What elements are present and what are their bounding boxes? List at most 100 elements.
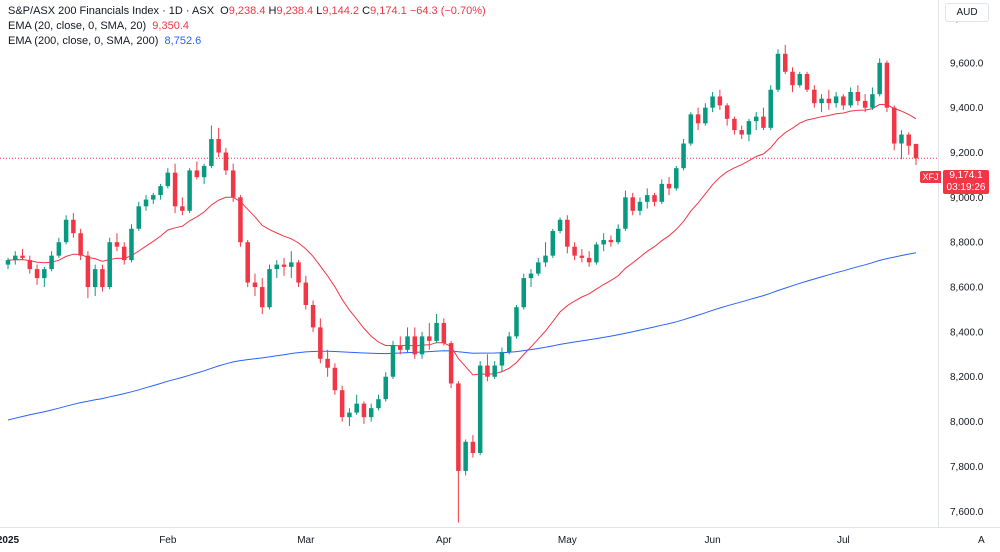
candle-body[interactable] xyxy=(172,172,178,207)
candle-body[interactable] xyxy=(56,242,62,256)
candle-body[interactable] xyxy=(354,403,359,413)
candle-body[interactable] xyxy=(412,336,418,355)
candle-body[interactable] xyxy=(289,262,294,267)
candle-body[interactable] xyxy=(310,304,316,328)
candle-body[interactable] xyxy=(27,260,33,270)
candle-body[interactable] xyxy=(136,206,142,229)
candle-body[interactable] xyxy=(862,100,868,108)
candle-body[interactable] xyxy=(325,358,330,368)
candle-body[interactable] xyxy=(201,165,207,178)
candle-body[interactable] xyxy=(499,352,505,366)
candle-body[interactable] xyxy=(732,118,737,131)
candle-body[interactable] xyxy=(536,262,541,274)
candle-body[interactable] xyxy=(267,269,272,308)
candle-body[interactable] xyxy=(121,246,127,261)
candle-body[interactable] xyxy=(579,255,585,258)
candle-body[interactable] xyxy=(884,62,890,108)
candle-body[interactable] xyxy=(594,244,599,263)
candle-body[interactable] xyxy=(848,91,853,106)
candle-body[interactable] xyxy=(724,105,730,119)
candle-body[interactable] xyxy=(281,264,287,267)
candle-body[interactable] xyxy=(550,230,556,256)
candle-body[interactable] xyxy=(899,134,904,144)
candle-body[interactable] xyxy=(49,255,54,270)
candle-body[interactable] xyxy=(833,96,839,104)
candle-body[interactable] xyxy=(630,197,635,211)
candle-body[interactable] xyxy=(652,195,657,202)
candle-body[interactable] xyxy=(223,152,229,171)
candle-body[interactable] xyxy=(252,282,258,288)
candle-body[interactable] xyxy=(586,257,592,263)
candle-body[interactable] xyxy=(78,233,83,256)
candle-body[interactable] xyxy=(703,107,708,124)
candle-body[interactable] xyxy=(180,206,185,211)
candle-body[interactable] xyxy=(427,336,432,341)
candle-body[interactable] xyxy=(303,282,309,305)
candle-body[interactable] xyxy=(238,197,243,243)
candle-body[interactable] xyxy=(71,219,76,234)
candle-body[interactable] xyxy=(870,94,875,108)
candle-body[interactable] xyxy=(63,219,69,243)
candle-body[interactable] xyxy=(151,195,156,200)
candle-body[interactable] xyxy=(601,239,606,245)
candle-body[interactable] xyxy=(891,107,897,144)
candle-body[interactable] xyxy=(855,91,861,101)
candle-body[interactable] xyxy=(528,273,534,279)
candle-body[interactable] xyxy=(209,139,214,166)
candle-body[interactable] xyxy=(318,327,323,359)
candle-body[interactable] xyxy=(361,403,367,418)
candle-body[interactable] xyxy=(339,390,345,418)
candle-body[interactable] xyxy=(492,365,497,377)
candle-body[interactable] xyxy=(514,307,519,337)
candle-body[interactable] xyxy=(644,195,650,202)
candle-body[interactable] xyxy=(194,170,200,178)
candle-body[interactable] xyxy=(710,96,715,108)
candle-body[interactable] xyxy=(383,376,388,400)
candle-body[interactable] xyxy=(245,242,250,283)
candle-body[interactable] xyxy=(368,408,374,418)
candle-body[interactable] xyxy=(906,134,911,146)
candle-body[interactable] xyxy=(419,336,425,355)
candle-body[interactable] xyxy=(826,98,832,104)
candle-body[interactable] xyxy=(753,116,759,122)
symbol-title[interactable]: S&P/ASX 200 Financials Index · 1D · ASX xyxy=(8,5,215,17)
candle-body[interactable] xyxy=(456,383,461,471)
candle-body[interactable] xyxy=(85,255,91,288)
ema200-legend-row[interactable]: EMA (200, close, 0, SMA, 200) 8,752.6 xyxy=(8,34,486,49)
candle-body[interactable] xyxy=(347,412,352,418)
candle-body[interactable] xyxy=(572,246,577,256)
candle-body[interactable] xyxy=(376,399,381,409)
candle-body[interactable] xyxy=(841,96,846,106)
candle-body[interactable] xyxy=(877,62,882,95)
candle-body[interactable] xyxy=(623,197,628,229)
candle-body[interactable] xyxy=(216,139,221,153)
candle-body[interactable] xyxy=(477,365,483,453)
candle-body[interactable] xyxy=(470,441,476,453)
candle-body[interactable] xyxy=(768,89,773,128)
candle-body[interactable] xyxy=(782,53,788,72)
candle-body[interactable] xyxy=(13,255,18,261)
candle-body[interactable] xyxy=(296,262,301,283)
candle-body[interactable] xyxy=(158,186,163,196)
candle-body[interactable] xyxy=(761,116,766,128)
candle-body[interactable] xyxy=(746,121,752,135)
candle-body[interactable] xyxy=(129,228,134,261)
candle-body[interactable] xyxy=(804,74,810,90)
candle-body[interactable] xyxy=(681,143,686,169)
candle-body[interactable] xyxy=(165,172,171,187)
candle-body[interactable] xyxy=(717,96,723,106)
candle-body[interactable] xyxy=(20,255,25,258)
ema20-legend-row[interactable]: EMA (20, close, 0, SMA, 20) 9,350.4 xyxy=(8,19,486,34)
candle-body[interactable] xyxy=(34,269,40,279)
currency-button[interactable]: AUD xyxy=(945,3,989,22)
candle-body[interactable] xyxy=(332,367,338,391)
candle-body[interactable] xyxy=(107,242,112,288)
candle-body[interactable] xyxy=(608,239,614,243)
candle-body[interactable] xyxy=(659,183,665,202)
candle-body[interactable] xyxy=(92,269,98,288)
candle-body[interactable] xyxy=(187,170,192,211)
candle-body[interactable] xyxy=(259,287,265,308)
candle-body[interactable] xyxy=(615,228,621,243)
candle-body[interactable] xyxy=(543,255,548,263)
candle-body[interactable] xyxy=(812,89,817,104)
